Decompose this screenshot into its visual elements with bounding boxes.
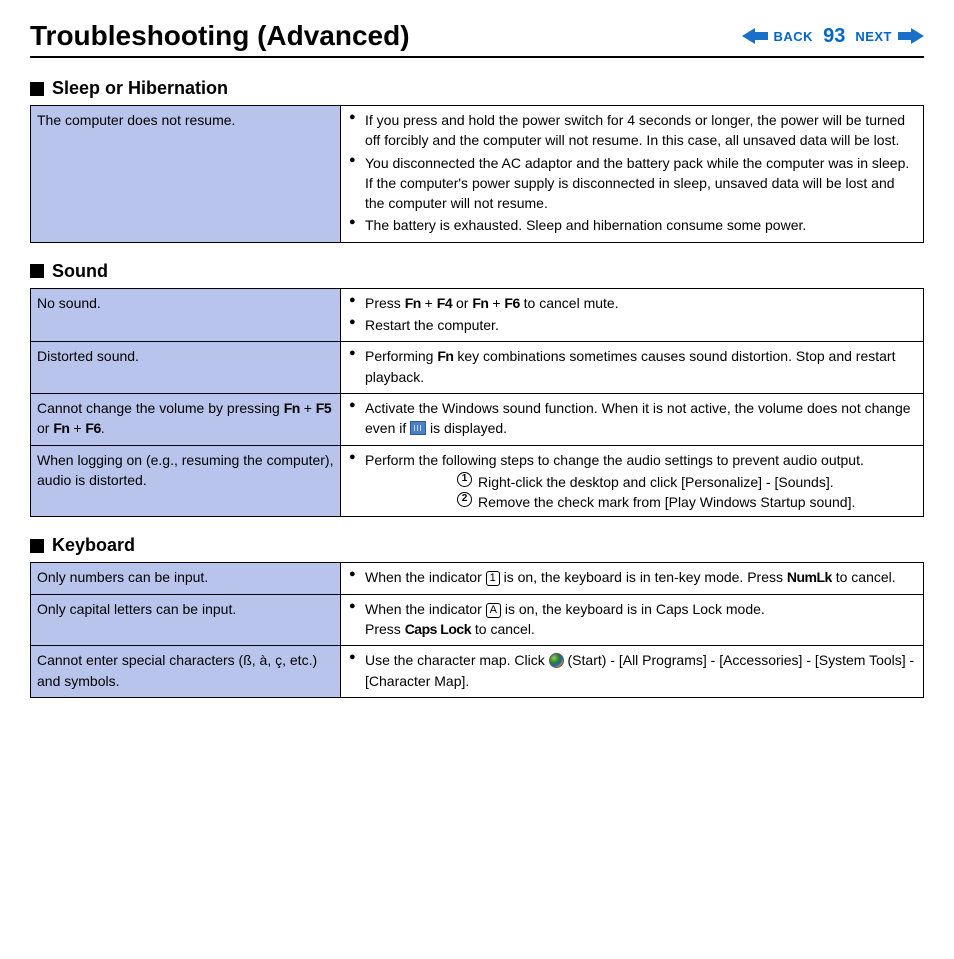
issue-cell: Cannot enter special characters (ß, à, ç… (31, 646, 341, 698)
table-row: The computer does not resume.If you pres… (31, 106, 924, 243)
keycap: Fn (472, 295, 488, 311)
keycap: F5 (316, 400, 331, 416)
sections-container: Sleep or Hibernation The computer does no… (30, 78, 924, 698)
remedy-item: Restart the computer. (347, 315, 917, 335)
troubleshoot-table: The computer does not resume.If you pres… (30, 105, 924, 243)
remedy-list: When the indicator A is on, the keyboard… (347, 599, 917, 640)
remedy-item: Use the character map. Click (Start) - [… (347, 650, 917, 691)
page-nav: BACK 93 NEXT (742, 25, 924, 48)
keycap: F6 (85, 420, 100, 436)
table-row: No sound.Press Fn + F4 or Fn + F6 to can… (31, 288, 924, 342)
remedy-cell: Use the character map. Click (Start) - [… (341, 646, 924, 698)
table-row: Cannot enter special characters (ß, à, ç… (31, 646, 924, 698)
issue-cell: Only capital letters can be input. (31, 594, 341, 646)
keycap: Fn (284, 400, 300, 416)
substeps: 1 Right-click the desktop and click [Pers… (347, 472, 917, 513)
substep-item: 1 Right-click the desktop and click [Pers… (457, 472, 917, 492)
remedy-list: If you press and hold the power switch f… (347, 110, 917, 236)
remedy-item: Performing Fn key combinations sometimes… (347, 346, 917, 387)
section-title: Sound (30, 261, 924, 282)
table-row: Cannot change the volume by pressing Fn … (31, 393, 924, 445)
remedy-item: When the indicator 1 is on, the keyboard… (347, 567, 917, 587)
section-title: Sleep or Hibernation (30, 78, 924, 99)
page-number: 93 (823, 25, 845, 48)
next-button[interactable]: NEXT (855, 29, 892, 44)
remedy-list: Perform the following steps to change th… (347, 450, 917, 470)
square-bullet-icon (30, 264, 44, 278)
page-header: Troubleshooting (Advanced) BACK 93 NEXT (30, 20, 924, 58)
remedy-list: Performing Fn key combinations sometimes… (347, 346, 917, 387)
square-bullet-icon (30, 539, 44, 553)
keycap: Fn (405, 295, 421, 311)
remedy-item: Press Fn + F4 or Fn + F6 to cancel mute. (347, 293, 917, 313)
remedy-list: Activate the Windows sound function. Whe… (347, 398, 917, 439)
page-root: Troubleshooting (Advanced) BACK 93 NEXT … (0, 0, 954, 746)
windows-start-icon (549, 653, 564, 668)
keycap: Caps Lock (405, 621, 471, 637)
remedy-cell: Press Fn + F4 or Fn + F6 to cancel mute.… (341, 288, 924, 342)
step-number-icon: 2 (457, 492, 472, 507)
keycap: NumLk (787, 569, 832, 585)
remedy-item: The battery is exhausted. Sleep and hibe… (347, 215, 917, 235)
step-number-icon: 1 (457, 472, 472, 487)
remedy-cell: Performing Fn key combinations sometimes… (341, 342, 924, 394)
next-arrow-icon[interactable] (898, 27, 924, 45)
remedy-cell: When the indicator A is on, the keyboard… (341, 594, 924, 646)
substep-item: 2 Remove the check mark from [Play Window… (457, 492, 917, 512)
keycap: Fn (437, 348, 453, 364)
indicator-icon: 1 (486, 571, 500, 586)
section: KeyboardOnly numbers can be input.When t… (30, 535, 924, 697)
issue-cell: When logging on (e.g., resuming the comp… (31, 445, 341, 517)
issue-cell: Distorted sound. (31, 342, 341, 394)
indicator-icon: A (486, 603, 501, 618)
remedy-cell: When the indicator 1 is on, the keyboard… (341, 563, 924, 594)
section-title: Keyboard (30, 535, 924, 556)
section-title-text: Keyboard (52, 535, 135, 556)
substep-text: Remove the check mark from [Play Windows… (478, 492, 855, 512)
remedy-list: Press Fn + F4 or Fn + F6 to cancel mute.… (347, 293, 917, 336)
keycap: Fn (53, 420, 69, 436)
troubleshoot-table: No sound.Press Fn + F4 or Fn + F6 to can… (30, 288, 924, 518)
section-title-text: Sleep or Hibernation (52, 78, 228, 99)
table-row: When logging on (e.g., resuming the comp… (31, 445, 924, 517)
issue-cell: Cannot change the volume by pressing Fn … (31, 393, 341, 445)
volume-icon (410, 421, 426, 435)
keycap: F6 (504, 295, 519, 311)
back-button[interactable]: BACK (774, 29, 814, 44)
remedy-list: When the indicator 1 is on, the keyboard… (347, 567, 917, 587)
page-title: Troubleshooting (Advanced) (30, 20, 410, 52)
table-row: Only capital letters can be input.When t… (31, 594, 924, 646)
section-title-text: Sound (52, 261, 108, 282)
section: SoundNo sound.Press Fn + F4 or Fn + F6 t… (30, 261, 924, 518)
issue-cell: The computer does not resume. (31, 106, 341, 243)
remedy-cell: Activate the Windows sound function. Whe… (341, 393, 924, 445)
remedy-list: Use the character map. Click (Start) - [… (347, 650, 917, 691)
table-row: Only numbers can be input. When the indic… (31, 563, 924, 594)
section: Sleep or Hibernation The computer does no… (30, 78, 924, 243)
remedy-item: When the indicator A is on, the keyboard… (347, 599, 917, 640)
square-bullet-icon (30, 82, 44, 96)
remedy-cell: Perform the following steps to change th… (341, 445, 924, 517)
issue-cell: No sound. (31, 288, 341, 342)
table-row: Distorted sound.Performing Fn key combin… (31, 342, 924, 394)
remedy-cell: If you press and hold the power switch f… (341, 106, 924, 243)
remedy-item: You disconnected the AC adaptor and the … (347, 153, 917, 214)
back-arrow-icon[interactable] (742, 27, 768, 45)
issue-cell: Only numbers can be input. (31, 563, 341, 594)
substep-text: Right-click the desktop and click [Perso… (478, 472, 834, 492)
troubleshoot-table: Only numbers can be input.When the indic… (30, 562, 924, 697)
remedy-item: If you press and hold the power switch f… (347, 110, 917, 151)
remedy-item: Perform the following steps to change th… (347, 450, 917, 470)
remedy-item: Activate the Windows sound function. Whe… (347, 398, 917, 439)
keycap: F4 (437, 295, 452, 311)
